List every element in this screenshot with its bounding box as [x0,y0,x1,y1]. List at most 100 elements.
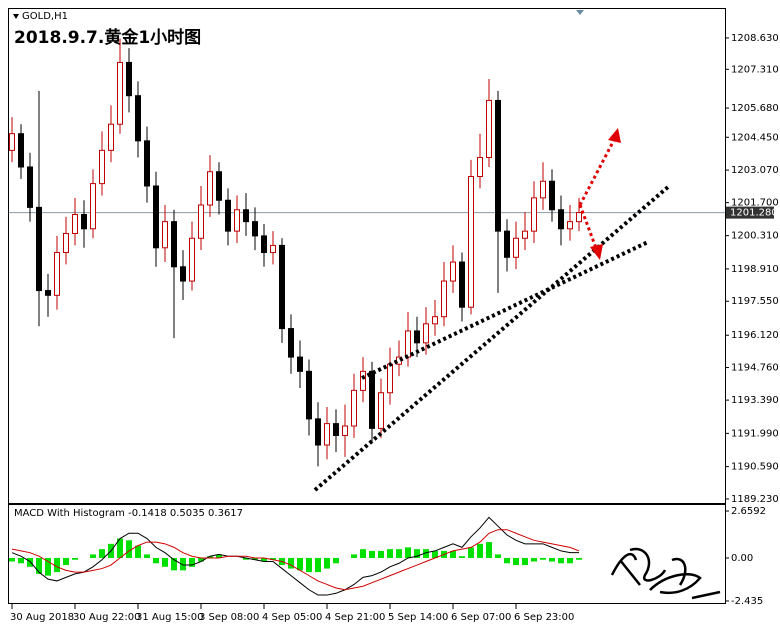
candle-body [558,209,564,230]
y-tick-label: 1197.550 [731,296,779,307]
histogram-bar [513,557,519,566]
candle-body [459,261,465,308]
histogram-bar [261,557,267,562]
histogram-bar [324,557,330,569]
histogram-bar [216,554,222,558]
candle-body [522,230,528,239]
candle-body [432,316,438,325]
y-tick-label: 1193.390 [731,395,779,406]
histogram-bar [486,542,492,558]
histogram-bar [315,557,321,573]
histogram-bar [333,557,339,564]
candle-body [99,149,105,185]
candle-body [90,183,96,230]
candle-body [387,363,393,394]
candle-body [63,233,69,254]
current-price-box [726,206,774,219]
histogram-bar [414,549,420,558]
histogram-bar [351,554,357,558]
candle-body [171,221,177,268]
candle-body [135,95,141,142]
signature [610,547,721,600]
histogram-bar [63,557,69,566]
histogram-bar [360,549,366,558]
x-tick-label: 30 Aug 2018 [10,612,74,623]
histogram-bar [270,557,276,560]
histogram-bar [36,557,42,574]
y-tick-label: 1201.700 [731,198,779,209]
candle-body [279,244,285,330]
histogram-bar [576,557,582,560]
histogram-bar [522,557,528,566]
candle-body [198,204,204,239]
chart-title: 2018.9.7.黄金1小时图 [14,27,201,48]
histogram-bar [72,557,78,560]
y-tick-label: 2.6592 [731,506,766,517]
macd-line [11,516,579,596]
current-price-label: 1201.280 [730,208,778,219]
histogram-bar [243,557,249,560]
histogram-bar [450,550,456,558]
candle-body [549,180,555,211]
candle-body [486,99,492,158]
histogram-bar [567,557,573,564]
candle-body [18,133,24,168]
arrow-head [590,244,603,260]
candle-body [468,175,474,308]
histogram-bar [117,538,123,558]
candle-body [477,156,483,177]
candle-body [54,252,60,296]
indicator-title: MACD With Histogram -0.1418 0.5035 0.361… [14,508,243,519]
histogram-bar [90,554,96,558]
histogram-bar [387,549,393,558]
candle-body [333,423,339,437]
y-tick-label: 0.00 [731,553,753,564]
y-tick-label: 1191.990 [731,428,779,439]
y-tick-label: 1200.310 [731,231,779,242]
histogram-bar [477,543,483,558]
candle-body [45,290,51,296]
candle-body [207,171,213,206]
histogram-bar [153,557,159,564]
arrow-line [578,139,616,206]
histogram-bar [396,549,402,558]
candle-body [504,230,510,258]
candle-body [72,214,78,235]
y-tick-label: 1204.450 [731,132,779,143]
price-panel [8,8,726,504]
candle-body [423,323,429,344]
histogram-bar [27,557,33,567]
histogram-bar [45,557,51,576]
x-tick-label: 4 Sep 05:00 [262,612,322,623]
candle-body [252,221,258,237]
candle-body [495,99,501,232]
candle-body [315,418,321,446]
y-tick-label: 1208.630 [731,33,779,44]
candle-body [117,61,123,125]
y-tick-label: -2.435 [731,596,763,607]
histogram-bar [297,557,303,571]
candle-body [153,185,159,249]
candle-body [144,140,150,187]
y-tick-label: 1198.910 [731,264,779,275]
menu-arrow[interactable] [13,14,19,19]
histogram-bar [198,557,204,562]
x-tick-label: 5 Sep 14:00 [388,612,448,623]
candle-body [576,212,582,223]
candle-body [306,370,312,420]
arrow-head [608,128,621,143]
histogram-bar [378,550,384,558]
candle-body [189,237,195,282]
histogram-bar [369,550,375,558]
candle-body [414,330,420,344]
x-tick-label: 4 Sep 21:00 [325,612,385,623]
scroll-marker [576,10,584,15]
histogram-bar [180,557,186,571]
candle-body [270,244,276,254]
candle-body [108,123,114,151]
candle-body [9,133,15,151]
histogram-bar [540,557,546,560]
histogram-bar [306,557,312,573]
